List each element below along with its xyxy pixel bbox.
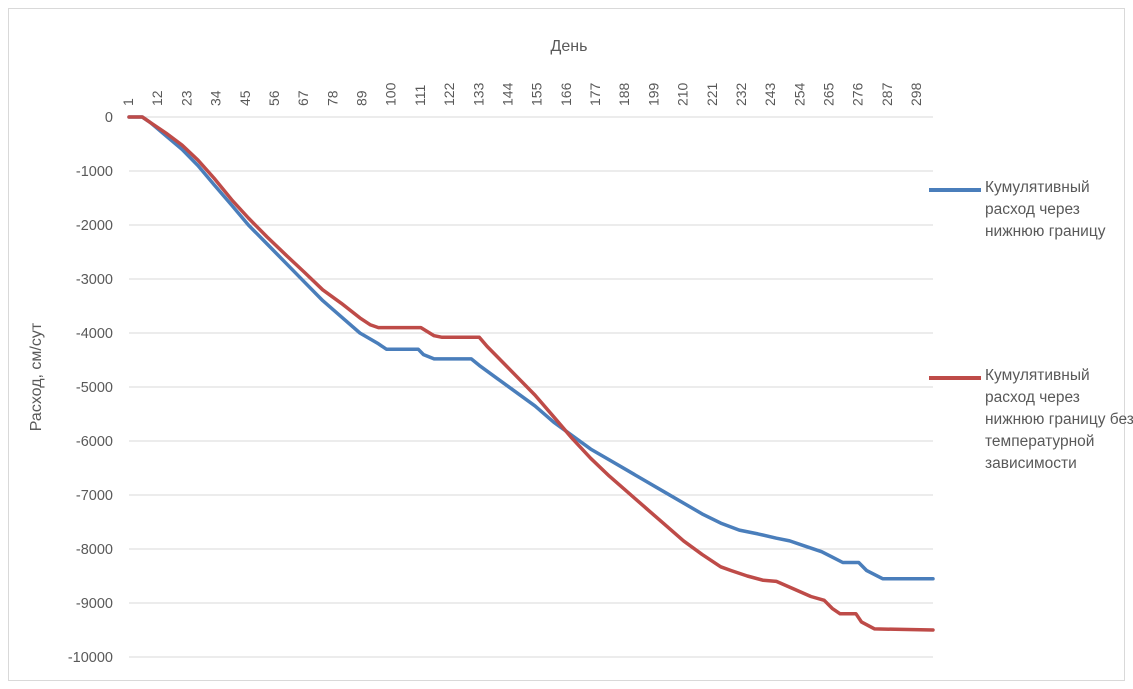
x-tick-label: 89	[354, 90, 370, 106]
x-tick-label: 100	[383, 82, 399, 106]
y-tick-label: -7000	[76, 488, 113, 504]
y-tick-label: -10000	[68, 650, 113, 666]
x-tick-label: 144	[499, 82, 515, 106]
series-line-1	[127, 115, 935, 581]
x-tick-label: 12	[149, 90, 165, 106]
x-tick-label: 23	[178, 90, 194, 106]
legend-swatch	[929, 188, 981, 192]
y-tick-label: -6000	[76, 434, 113, 450]
x-tick-label: 122	[441, 82, 457, 106]
x-tick-label: 254	[791, 82, 807, 106]
x-tick-label: 210	[675, 82, 691, 106]
x-tick-label: 188	[616, 82, 632, 106]
y-tick-label: -3000	[76, 272, 113, 288]
x-tick-label: 166	[558, 82, 574, 106]
x-tick-label: 177	[587, 82, 603, 106]
x-tick-label: 287	[879, 82, 895, 106]
legend-item-2: Кумулятивный расход через нижнюю границу…	[929, 365, 1133, 475]
x-tick-label: 265	[821, 82, 837, 106]
legend-swatch	[929, 376, 981, 380]
x-tick-label: 199	[645, 82, 661, 106]
y-tick-label: -5000	[76, 380, 113, 396]
chart-frame: 0 -1000 -2000 -3000 -4000 -5000 -6000 -7000 -800…	[8, 8, 1133, 681]
x-tick-label: 232	[733, 82, 749, 106]
series-line-2	[127, 115, 935, 632]
x-tick-label: 243	[762, 82, 778, 106]
x-tick-label: 276	[850, 82, 866, 106]
x-tick-label: 78	[324, 90, 340, 106]
y-tick-label: -9000	[76, 596, 113, 612]
x-tick-label: 34	[208, 90, 224, 106]
y-tick-label: 0	[105, 110, 113, 126]
legend-label: Кумулятивный расход через нижнюю границу	[985, 179, 1106, 240]
y-tick-label: -2000	[76, 218, 113, 234]
y-tick-label: -1000	[76, 164, 113, 180]
y-tick-label: -8000	[76, 542, 113, 558]
x-tick-label: 155	[529, 82, 545, 106]
x-axis-title: День	[551, 38, 588, 55]
x-tick-label: 298	[908, 82, 924, 106]
legend-label: Кумулятивный расход через нижнюю границу…	[985, 367, 1133, 472]
legend-item-1: Кумулятивный расход через нижнюю границу	[929, 177, 1133, 243]
x-tick-label: 133	[470, 82, 486, 106]
x-tick-label: 67	[295, 90, 311, 106]
x-tick-label: 1	[120, 98, 136, 106]
x-tick-label: 221	[704, 82, 720, 106]
line-chart: 0 -1000 -2000 -3000 -4000 -5000 -6000 -7000 -800…	[28, 38, 935, 666]
y-axis-title: Расход, см/сут	[28, 322, 45, 431]
x-tick-label: 56	[266, 90, 282, 106]
x-tick-label: 45	[237, 90, 253, 106]
x-tick-label: 111	[412, 85, 428, 106]
y-tick-label: -4000	[76, 326, 113, 342]
